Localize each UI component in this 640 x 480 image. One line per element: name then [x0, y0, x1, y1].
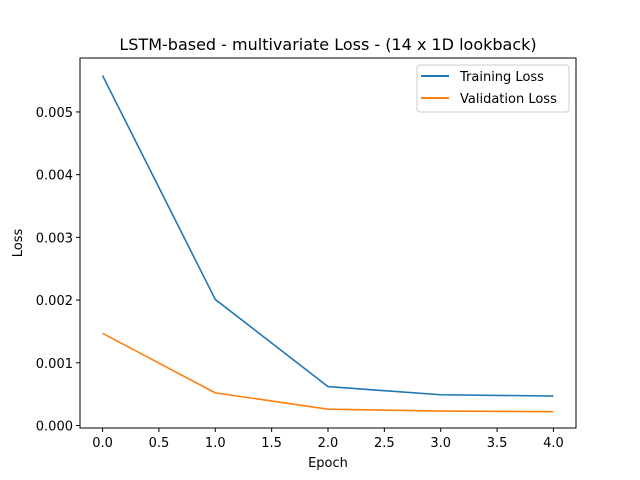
legend-box: [416, 64, 570, 113]
x-tick-label: 0.5: [149, 436, 170, 451]
x-tick-label: 2.5: [374, 436, 395, 451]
x-axis-ticks: 0.0 0.5 1.0 1.5 2.0 2.5 3.0 3.5 4.0: [92, 428, 564, 451]
series-line-training-loss: [101, 75, 554, 397]
chart-title: LSTM-based - multivariate Loss - (14 x 1…: [119, 35, 536, 54]
x-tick-label: 2.0: [318, 436, 339, 451]
plot-lines: [101, 75, 554, 413]
x-axis-label: Epoch: [308, 456, 348, 471]
legend: Training Loss Validation Loss: [416, 64, 570, 113]
y-axis-label: Loss: [11, 229, 26, 258]
legend-label-validation-loss: Validation Loss: [460, 92, 557, 107]
x-tick-label: 4.0: [543, 436, 564, 451]
y-tick-label: 0.002: [36, 294, 73, 309]
x-tick-label: 0.0: [92, 436, 113, 451]
x-tick-label: 3.5: [487, 436, 508, 451]
x-tick-label: 1.5: [261, 436, 282, 451]
y-tick-label: 0.000: [36, 419, 73, 434]
y-tick-label: 0.004: [36, 169, 73, 184]
x-tick-label: 3.0: [430, 436, 451, 451]
y-tick-label: 0.001: [36, 357, 73, 372]
y-axis-ticks: 0.000 0.001 0.002 0.003 0.004 0.005: [36, 106, 80, 434]
y-tick-label: 0.005: [36, 106, 73, 121]
series-line-validation-loss: [102, 332, 554, 413]
legend-label-training-loss: Training Loss: [459, 70, 544, 85]
x-tick-label: 1.0: [205, 436, 226, 451]
y-tick-label: 0.003: [36, 231, 73, 246]
